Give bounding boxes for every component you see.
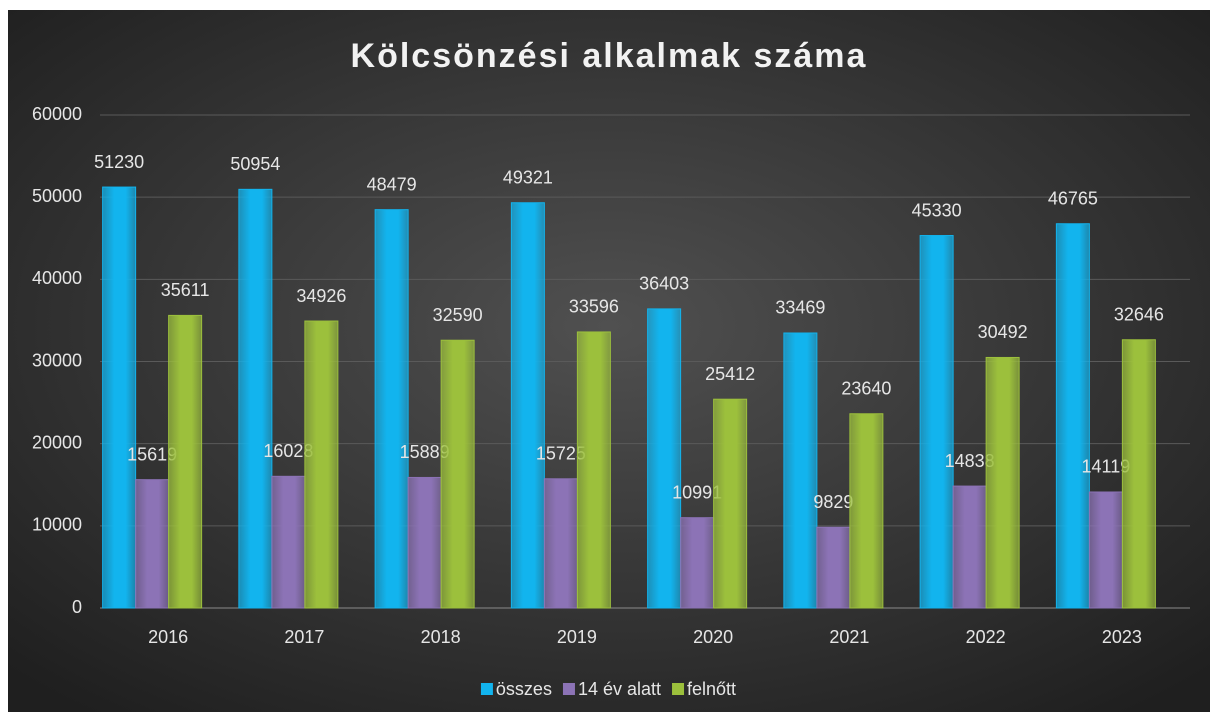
legend-swatch	[672, 683, 685, 695]
legend: összes 14 év alatt felnőtt	[480, 679, 736, 699]
data-label: 30492	[978, 322, 1028, 342]
x-tick-label: 2020	[693, 627, 733, 647]
bar	[1121, 339, 1156, 609]
y-tick-label: 10000	[32, 515, 82, 535]
y-tick-label: 30000	[32, 350, 82, 370]
bar	[680, 517, 715, 609]
legend-label: felnőtt	[687, 679, 736, 699]
data-label: 10991	[672, 482, 722, 502]
bar	[647, 308, 682, 609]
bar	[783, 332, 818, 609]
chart-title: Kölcsönzési alkalmak száma	[351, 37, 868, 75]
bar	[576, 331, 611, 609]
x-tick-label: 2018	[421, 627, 461, 647]
legend-swatch	[480, 683, 493, 695]
data-label: 32590	[433, 305, 483, 325]
data-label: 15889	[400, 442, 450, 462]
x-tick-label: 2021	[829, 627, 869, 647]
y-tick-label: 50000	[32, 186, 82, 206]
data-label: 46765	[1048, 188, 1098, 208]
x-tick-label: 2019	[557, 627, 597, 647]
bar	[271, 475, 306, 609]
bar	[816, 526, 851, 609]
bar	[440, 339, 475, 609]
bar	[168, 314, 203, 609]
data-label: 9829	[813, 492, 853, 512]
bar	[407, 476, 442, 609]
data-label: 14838	[945, 451, 995, 471]
data-label: 36403	[639, 274, 689, 294]
x-tick-label: 2022	[966, 627, 1006, 647]
x-tick-label: 2017	[284, 627, 324, 647]
x-tick-label: 2023	[1102, 627, 1142, 647]
data-label: 32646	[1114, 305, 1164, 325]
y-tick-label: 40000	[32, 268, 82, 288]
data-label: 15619	[127, 444, 177, 464]
y-tick-label: 60000	[32, 104, 82, 124]
bar	[1055, 223, 1090, 609]
data-label: 50954	[230, 154, 280, 174]
data-label: 16028	[263, 441, 313, 461]
y-tick-label: 0	[72, 597, 82, 617]
bar	[304, 320, 339, 609]
bar	[543, 478, 578, 609]
data-label: 51230	[94, 152, 144, 172]
data-label: 25412	[705, 364, 755, 384]
y-tick-label: 20000	[32, 432, 82, 452]
data-label: 33469	[775, 298, 825, 318]
data-label: 34926	[296, 286, 346, 306]
data-label: 23640	[841, 379, 891, 399]
data-label: 15725	[536, 444, 586, 464]
bar	[952, 485, 987, 609]
bar	[1088, 491, 1123, 609]
bar	[102, 186, 137, 609]
legend-swatch	[562, 683, 575, 695]
bar	[510, 202, 545, 609]
data-label: 48479	[367, 174, 417, 194]
data-label: 33596	[569, 297, 619, 317]
bar	[374, 209, 409, 609]
data-label: 35611	[161, 280, 210, 300]
data-label: 45330	[912, 200, 962, 220]
bar	[713, 398, 748, 609]
bar	[985, 356, 1020, 609]
x-tick-label: 2016	[148, 627, 188, 647]
bar	[919, 235, 954, 609]
bar	[238, 188, 273, 609]
legend-label: 14 év alatt	[578, 679, 661, 699]
data-label: 49321	[503, 167, 553, 187]
bar	[135, 479, 170, 609]
legend-label: összes	[496, 679, 552, 699]
data-label: 14119	[1082, 457, 1131, 477]
bar	[849, 413, 884, 609]
